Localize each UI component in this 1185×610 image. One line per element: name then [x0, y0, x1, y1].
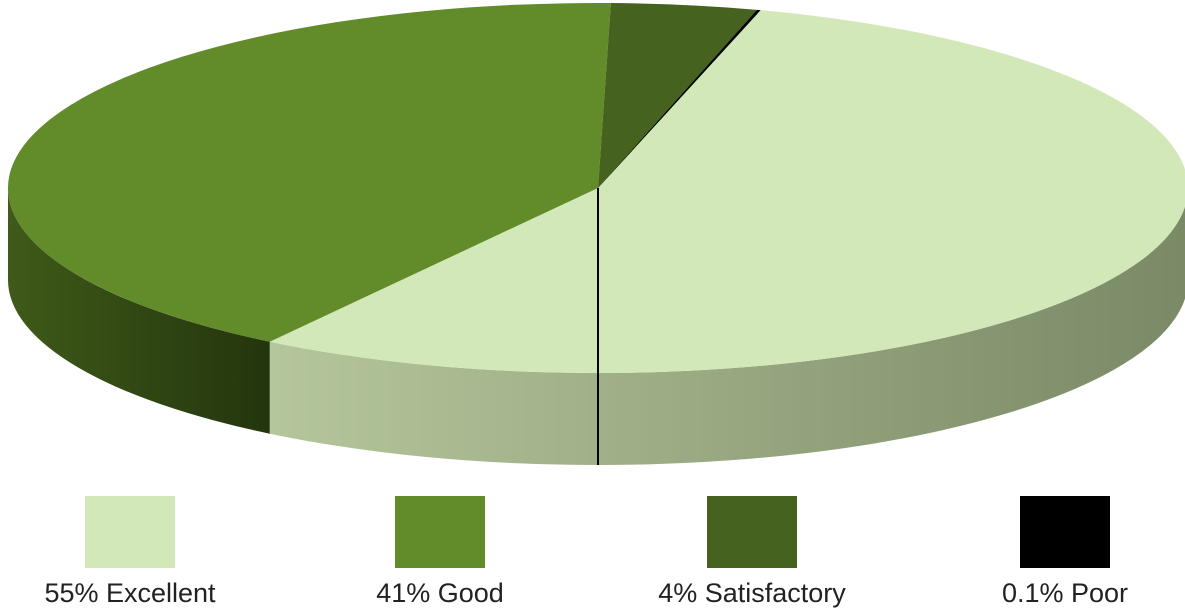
legend-swatch-poor — [1020, 496, 1110, 568]
pie-slice-side-excellent — [269, 206, 1185, 465]
pie-slice-excellent — [269, 10, 1185, 373]
pie-slice-side-good — [8, 188, 270, 434]
legend: 55% Excellent 41% Good 4% Satisfactory 0.1%… — [44, 496, 1128, 608]
legend-label-satisfactory: 4% Satisfactory — [658, 578, 846, 608]
pie-slice-satisfactory — [598, 3, 758, 189]
legend-label-good: 41% Good — [376, 578, 504, 608]
legend-label-poor: 0.1% Poor — [1002, 578, 1128, 608]
legend-swatch-good — [395, 496, 485, 568]
legend-swatch-satisfactory — [707, 496, 797, 568]
pie-slice-poor — [598, 9, 761, 189]
legend-swatch-excellent — [85, 496, 175, 568]
pie-slice-good — [7, 2, 611, 342]
legend-label-excellent: 55% Excellent — [44, 578, 216, 608]
pie-slices — [7, 2, 1185, 465]
